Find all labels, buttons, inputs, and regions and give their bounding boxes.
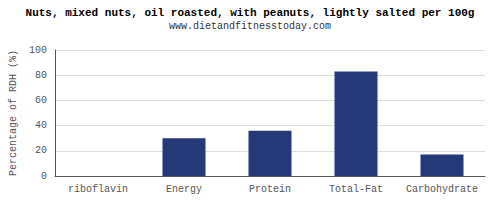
svg-text:40: 40 xyxy=(35,120,47,131)
svg-text:Protein: Protein xyxy=(249,184,291,195)
svg-text:0: 0 xyxy=(41,171,47,182)
svg-text:Nuts, mixed nuts, oil roasted,: Nuts, mixed nuts, oil roasted, with pean… xyxy=(26,7,475,19)
svg-text:Energy: Energy xyxy=(166,184,202,195)
svg-text:Carbohydrate: Carbohydrate xyxy=(406,184,478,195)
svg-text:riboflavin: riboflavin xyxy=(68,184,128,195)
svg-text:Total-Fat: Total-Fat xyxy=(329,184,383,195)
svg-text:Percentage of RDH (%): Percentage of RDH (%) xyxy=(8,50,19,176)
svg-text:20: 20 xyxy=(35,145,47,156)
svg-text:www.dietandfitnesstoday.com: www.dietandfitnesstoday.com xyxy=(169,21,331,32)
svg-text:100: 100 xyxy=(29,45,47,56)
svg-text:60: 60 xyxy=(35,95,47,106)
svg-text:80: 80 xyxy=(35,70,47,81)
